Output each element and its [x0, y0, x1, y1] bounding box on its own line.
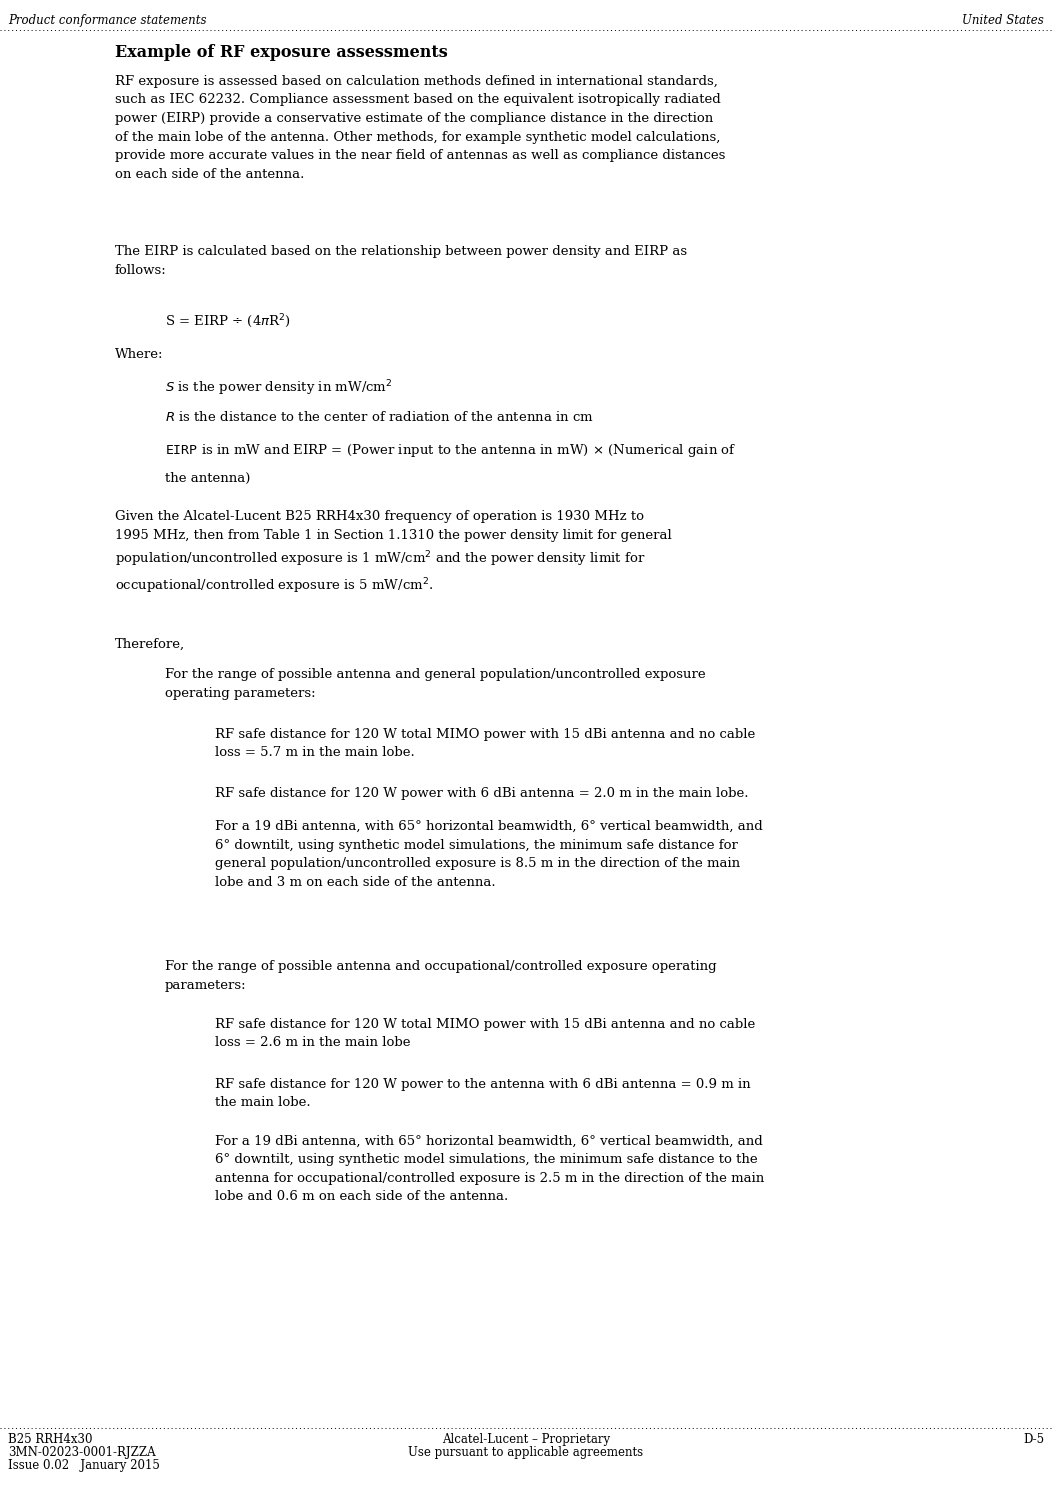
- Text: Given the Alcatel-Lucent B25 RRH4x30 frequency of operation is 1930 MHz to
1995 : Given the Alcatel-Lucent B25 RRH4x30 fre…: [115, 510, 672, 596]
- Text: Where:: Where:: [115, 349, 163, 361]
- Text: RF safe distance for 120 W total MIMO power with 15 dBi antenna and no cable
los: RF safe distance for 120 W total MIMO po…: [215, 729, 755, 760]
- Text: United States: United States: [963, 13, 1044, 27]
- Text: RF safe distance for 120 W power with 6 dBi antenna = 2.0 m in the main lobe.: RF safe distance for 120 W power with 6 …: [215, 787, 749, 800]
- Text: D-5: D-5: [1023, 1433, 1044, 1445]
- Text: For a 19 dBi antenna, with 65° horizontal beamwidth, 6° vertical beamwidth, and
: For a 19 dBi antenna, with 65° horizonta…: [215, 1135, 764, 1204]
- Text: 3MN-02023-0001-RJZZA: 3MN-02023-0001-RJZZA: [8, 1445, 156, 1459]
- Text: $\mathit{S}$ is the power density in mW/cm$^2$: $\mathit{S}$ is the power density in mW/…: [165, 378, 392, 398]
- Text: Issue 0.02   January 2015: Issue 0.02 January 2015: [8, 1459, 160, 1472]
- Text: B25 RRH4x30: B25 RRH4x30: [8, 1433, 93, 1445]
- Text: the antenna): the antenna): [165, 472, 250, 486]
- Text: Therefore,: Therefore,: [115, 638, 185, 651]
- Text: RF safe distance for 120 W total MIMO power with 15 dBi antenna and no cable
los: RF safe distance for 120 W total MIMO po…: [215, 1018, 755, 1049]
- Text: For a 19 dBi antenna, with 65° horizontal beamwidth, 6° vertical beamwidth, and
: For a 19 dBi antenna, with 65° horizonta…: [215, 820, 763, 888]
- Text: $\mathtt{EIRP}$ is in mW and EIRP = (Power input to the antenna in mW) $\times$ : $\mathtt{EIRP}$ is in mW and EIRP = (Pow…: [165, 443, 736, 459]
- Text: Use pursuant to applicable agreements: Use pursuant to applicable agreements: [408, 1445, 644, 1459]
- Text: S = EIRP $\div$ (4$\pi$R$^2$): S = EIRP $\div$ (4$\pi$R$^2$): [165, 311, 291, 329]
- Text: RF safe distance for 120 W power to the antenna with 6 dBi antenna = 0.9 m in
th: RF safe distance for 120 W power to the …: [215, 1077, 751, 1110]
- Text: Example of RF exposure assessments: Example of RF exposure assessments: [115, 45, 448, 61]
- Text: The EIRP is calculated based on the relationship between power density and EIRP : The EIRP is calculated based on the rela…: [115, 244, 687, 277]
- Text: For the range of possible antenna and general population/uncontrolled exposure
o: For the range of possible antenna and ge…: [165, 668, 706, 699]
- Text: RF exposure is assessed based on calculation methods defined in international st: RF exposure is assessed based on calcula…: [115, 74, 726, 180]
- Text: For the range of possible antenna and occupational/controlled exposure operating: For the range of possible antenna and oc…: [165, 960, 716, 991]
- Text: Alcatel-Lucent – Proprietary: Alcatel-Lucent – Proprietary: [442, 1433, 610, 1445]
- Text: $\mathit{R}$ is the distance to the center of radiation of the antenna in cm: $\mathit{R}$ is the distance to the cent…: [165, 410, 594, 425]
- Text: Product conformance statements: Product conformance statements: [8, 13, 206, 27]
